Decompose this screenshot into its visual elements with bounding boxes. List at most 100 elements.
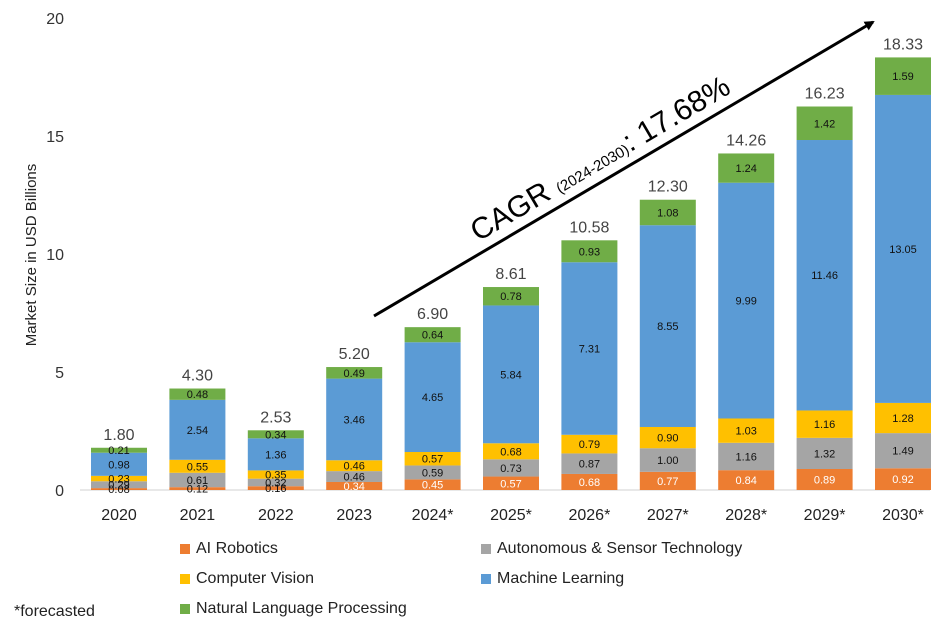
bar-segment: [247, 438, 304, 471]
data-label: 0.73: [500, 463, 521, 475]
bar-segment: [404, 479, 461, 490]
bar-segment: [247, 430, 304, 439]
bar-segment: [404, 452, 461, 466]
bar-segment: [875, 433, 931, 469]
data-label: 0.29: [108, 480, 129, 492]
bar-segment: [483, 305, 539, 444]
bar-segment: [326, 471, 383, 482]
bar-segment: [91, 452, 147, 476]
legend-label: Computer Vision: [196, 570, 314, 587]
data-label: 1.24: [735, 163, 756, 175]
data-label: 0.64: [422, 330, 443, 342]
data-label: 7.31: [579, 344, 600, 356]
bar-segment: [718, 442, 775, 471]
data-label: 5.84: [500, 369, 521, 381]
bar-segment: [169, 487, 226, 490]
bar-segment: [561, 240, 618, 263]
bar-segment: [561, 473, 618, 490]
axes: 0 5 10 15 20 Market Size in USD Billions 2020 2…: [23, 11, 930, 524]
bar-segment: [796, 437, 853, 469]
y-tick-label: 20: [46, 11, 64, 28]
bar-segment: [796, 468, 853, 490]
y-tick-label: 0: [55, 483, 64, 500]
bar-segment: [169, 399, 226, 460]
legend-item-autonomous-sensor: Autonomous & Sensor Technology: [481, 540, 742, 558]
x-tick-label: 2026*: [568, 507, 610, 524]
total-label: 5.20: [339, 346, 370, 363]
y-tick-label: 10: [46, 247, 64, 264]
data-label: 1.08: [657, 207, 678, 219]
footnote: *forecasted: [14, 603, 95, 620]
data-label: 1.00: [657, 455, 678, 467]
total-label: 18.33: [883, 36, 923, 53]
x-tick-label: 2029*: [804, 507, 846, 524]
total-label: 10.58: [569, 219, 609, 236]
bar-segment: [718, 418, 775, 443]
data-label: 0.23: [108, 474, 129, 486]
data-label: 0.59: [422, 467, 443, 479]
x-tick-label: 2022: [258, 507, 294, 524]
data-label: 0.55: [187, 461, 208, 473]
data-label: 2.54: [187, 425, 208, 437]
x-tick-label: 2020: [101, 507, 137, 524]
data-label: 0.35: [265, 470, 286, 482]
data-label: 1.03: [735, 426, 756, 438]
bar-segment: [483, 443, 539, 460]
x-tick-label: 2024*: [412, 507, 454, 524]
data-label: 0.57: [422, 454, 443, 466]
data-label: 0.90: [657, 433, 678, 445]
legend-item-nlp: Natural Language Processing: [180, 600, 407, 618]
data-label: 0.84: [735, 475, 756, 487]
x-tick-label: 2028*: [725, 507, 767, 524]
data-label: 0.61: [187, 475, 208, 487]
x-tick-label: 2023: [336, 507, 372, 524]
data-label: 0.49: [343, 368, 364, 380]
data-label: 0.87: [579, 459, 600, 471]
bar-segment: [796, 410, 853, 438]
bar-segment: [875, 57, 931, 95]
total-label: 12.30: [648, 179, 688, 196]
bar-segment: [561, 434, 618, 454]
y-axis-label: Market Size in USD Billions: [23, 164, 40, 347]
total-label: 2.53: [260, 409, 291, 426]
data-label: 1.59: [892, 71, 913, 83]
data-label: 1.36: [265, 449, 286, 461]
bar-segment: [169, 388, 226, 400]
data-label: 0.16: [265, 483, 286, 495]
bar-segment: [169, 459, 226, 473]
data-label: 0.34: [265, 429, 286, 441]
bar-segment: [561, 453, 618, 474]
data-label: 0.46: [343, 472, 364, 484]
data-labels: 0.080.290.23 0.98 0.211.80 0.120.61 0.55 2.54…: [103, 36, 923, 496]
data-label: 9.99: [735, 296, 756, 308]
data-label: 0.68: [500, 446, 521, 458]
bar-segment: [483, 476, 539, 490]
legend-swatch: [481, 544, 491, 554]
bar-segment: [326, 367, 383, 379]
data-label: 0.32: [265, 477, 286, 489]
bar-segment: [796, 106, 853, 141]
data-label: 0.34: [343, 481, 364, 493]
data-label: 0.46: [343, 461, 364, 473]
bar-segment: [247, 470, 304, 479]
x-tick-label: 2027*: [647, 507, 689, 524]
legend-label: Machine Learning: [497, 570, 625, 587]
x-tick-label: 2021: [180, 507, 216, 524]
bar-segment: [404, 342, 461, 453]
bar-segment: [875, 402, 931, 434]
legend-swatch: [180, 574, 190, 584]
data-label: 0.79: [579, 439, 600, 451]
legend-item-computer-vision: Computer Vision: [180, 570, 314, 588]
bar-segment: [718, 153, 775, 183]
bar-segment: [326, 481, 383, 490]
data-label: 1.16: [735, 451, 756, 463]
data-label: 1.32: [814, 448, 835, 460]
data-label: 0.98: [108, 459, 129, 471]
bar-segment: [561, 262, 618, 435]
data-label: 0.48: [187, 389, 208, 401]
bar-segment: [404, 465, 461, 480]
data-label: 1.16: [814, 419, 835, 431]
total-label: 4.30: [182, 368, 213, 385]
data-label: 3.46: [343, 414, 364, 426]
